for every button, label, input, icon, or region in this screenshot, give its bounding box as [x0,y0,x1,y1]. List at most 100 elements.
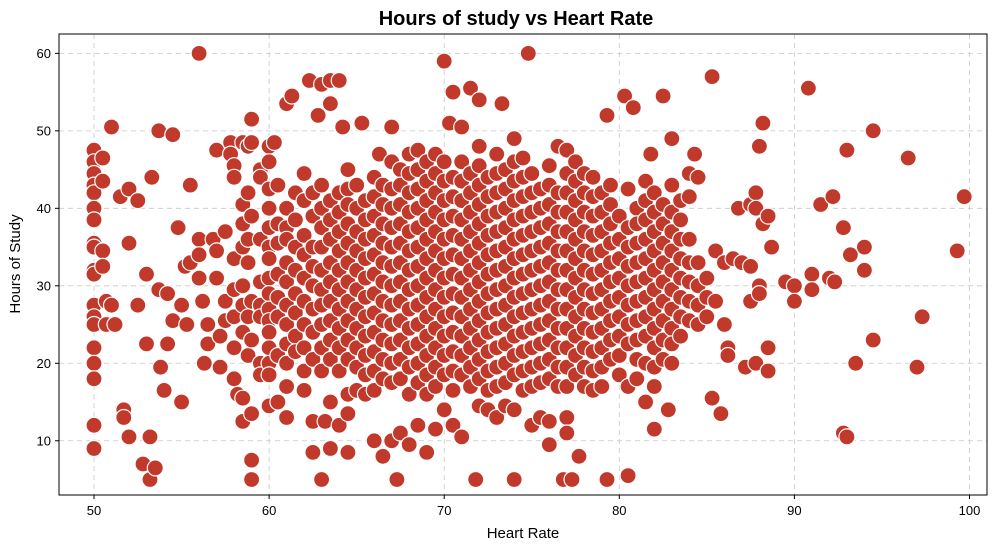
data-point [719,346,737,365]
data-point [803,265,821,283]
data-point [747,184,765,202]
data-point [461,79,480,97]
data-point [628,370,646,388]
data-point [321,393,339,411]
data-point [283,87,301,105]
data-point [115,408,133,427]
data-point [295,381,313,399]
data-point [85,211,103,229]
data-point [190,269,208,287]
y-tick-label: 60 [37,46,51,61]
x-axis-label: Heart Rate [487,525,560,542]
data-point [137,265,156,283]
data-point [330,416,348,434]
data-point [624,98,642,117]
data-point [685,145,704,163]
y-tick-label: 40 [37,201,51,216]
data-point [225,370,243,388]
data-point [601,195,620,214]
y-tick-label: 20 [37,356,51,371]
data-point [278,273,296,291]
data-point [799,79,818,97]
data-point [265,133,283,152]
data-point [239,254,257,272]
data-point [762,238,781,256]
data-point [391,424,409,442]
data-point [159,335,177,353]
data-point [278,377,296,396]
data-point [435,52,453,70]
data-point [619,180,637,198]
data-point [470,137,488,155]
plot-frame [58,33,988,496]
y-axis-ticks: 10 20 30 40 50 60 [37,46,59,448]
data-point [334,118,352,136]
data-point [754,114,772,132]
y-tick-label: 10 [37,433,51,448]
data-point [703,67,721,86]
data-point [706,292,725,310]
data-point [216,292,234,310]
data-point [208,269,226,287]
data-point [195,354,213,372]
data-point [663,176,681,194]
data-point [785,292,804,310]
data-point [321,95,339,113]
data-point [750,285,769,303]
data-point [610,346,628,365]
data-point [558,424,576,442]
y-tick-label: 50 [37,123,51,138]
data-point [120,180,138,198]
data-point [750,137,769,155]
data-point [269,393,287,411]
data-point [339,405,357,423]
data-point [365,381,383,399]
data-point [94,172,112,190]
data-point [211,327,229,345]
data-point [173,393,191,411]
data-point [642,145,660,163]
data-point [505,470,523,489]
data-point [391,370,409,388]
data-point [563,470,581,489]
data-point [598,470,616,489]
x-tick-label: 90 [787,503,801,518]
data-point [159,285,177,303]
data-point [838,428,856,446]
data-point [269,176,287,194]
data-point [453,153,471,171]
data-point [243,405,261,423]
data-point [444,83,462,101]
data-point [348,176,366,194]
data-point [593,377,611,396]
data-point [671,211,690,229]
data-point [295,362,313,380]
data-point [558,141,576,159]
data-point [141,428,159,446]
data-point [260,199,278,217]
data-point [689,254,707,272]
data-point [855,261,874,279]
data-point [143,168,161,186]
data-point [243,133,261,152]
data-point [505,401,523,419]
data-point [106,315,124,334]
data-point [540,436,558,454]
data-point [234,389,252,407]
data-point [243,331,261,349]
data-point [278,199,296,217]
data-point [383,118,401,136]
data-point [260,366,278,384]
data-point [908,358,926,376]
data-point [864,122,882,140]
data-point [470,91,488,109]
data-point [759,339,777,357]
data-point [488,408,506,427]
data-point [152,358,170,376]
data-point [94,257,112,275]
chart-title: Hours of study vs Heart Rate [379,8,654,30]
data-point [493,95,511,113]
data-point [712,405,730,423]
data-points [85,44,973,489]
data-point [330,71,348,90]
